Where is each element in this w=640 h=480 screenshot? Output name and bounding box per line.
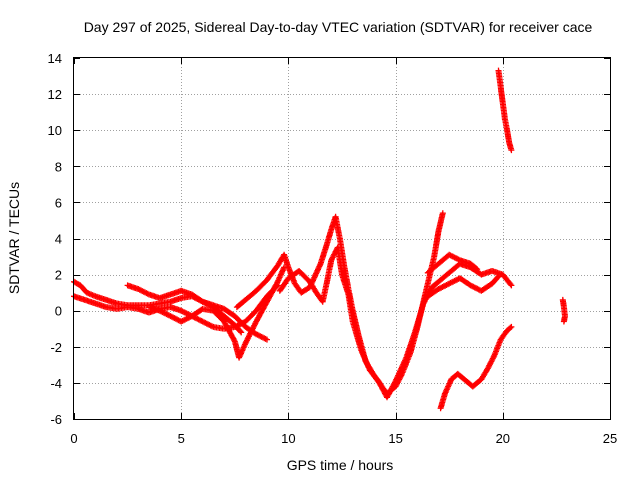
data-point [274, 280, 280, 287]
data-point [473, 265, 479, 272]
y-tick-label: -4 [50, 376, 62, 391]
data-point [237, 328, 244, 335]
data-point [455, 256, 462, 263]
data-point [207, 322, 214, 329]
x-tick-label: 15 [388, 431, 402, 446]
plot-border [73, 57, 611, 420]
data-point [313, 270, 320, 277]
y-tick-label: -2 [50, 340, 62, 355]
x-tick-label: 5 [178, 431, 185, 446]
data-point [560, 318, 567, 325]
data-point [439, 284, 446, 290]
data-point [508, 147, 515, 154]
data-point [158, 308, 165, 315]
y-tick-label: 2 [55, 268, 62, 283]
y-axis-label: SDTVAR / TECUs [6, 182, 22, 294]
x-tick-label: 0 [70, 431, 77, 446]
data-point [391, 379, 398, 386]
data-point [507, 324, 514, 331]
series-track-g [424, 273, 502, 300]
x-tick-label: 25 [603, 431, 617, 446]
x-tick-label: 20 [496, 431, 510, 446]
series-track-k [559, 296, 568, 325]
data-point [508, 323, 515, 330]
data-point [138, 287, 144, 294]
data-point [439, 210, 446, 217]
series-track-c [124, 282, 270, 343]
data-point [251, 321, 258, 328]
data-point [474, 266, 481, 273]
series-track-f [276, 244, 515, 401]
data-point [446, 280, 453, 287]
y-tick-label: 14 [48, 51, 62, 66]
y-tick-label: 8 [55, 159, 62, 174]
y-tick-label: 12 [48, 87, 62, 102]
data-point [507, 281, 514, 288]
data-point [247, 330, 254, 337]
axis-ticks: 0 5 10 15 20 25 -6 -4 -2 0 2 4 6 8 10 12 14 [48, 51, 618, 446]
data-point [231, 337, 238, 344]
chart-title: Day 297 of 2025, Sidereal Day-to-day VTE… [84, 19, 593, 35]
data-points [71, 67, 568, 412]
data-point [494, 274, 501, 281]
x-tick-label: 10 [281, 431, 295, 446]
x-axis-label: GPS time / hours [287, 457, 394, 473]
y-tick-label: -6 [50, 412, 62, 427]
series-track-d [146, 264, 288, 361]
series-track-j [495, 67, 515, 154]
data-point [508, 282, 515, 289]
data-point [264, 336, 270, 343]
data-point [243, 338, 250, 345]
data-point [238, 329, 245, 336]
series-track-h [424, 251, 481, 276]
data-point [495, 273, 502, 280]
y-tick-label: 0 [55, 304, 62, 319]
y-tick-label: 6 [55, 195, 62, 210]
y-tick-label: 10 [48, 123, 62, 138]
series-track-i [437, 323, 515, 412]
y-tick-label: 4 [55, 232, 62, 247]
data-point [144, 290, 151, 297]
